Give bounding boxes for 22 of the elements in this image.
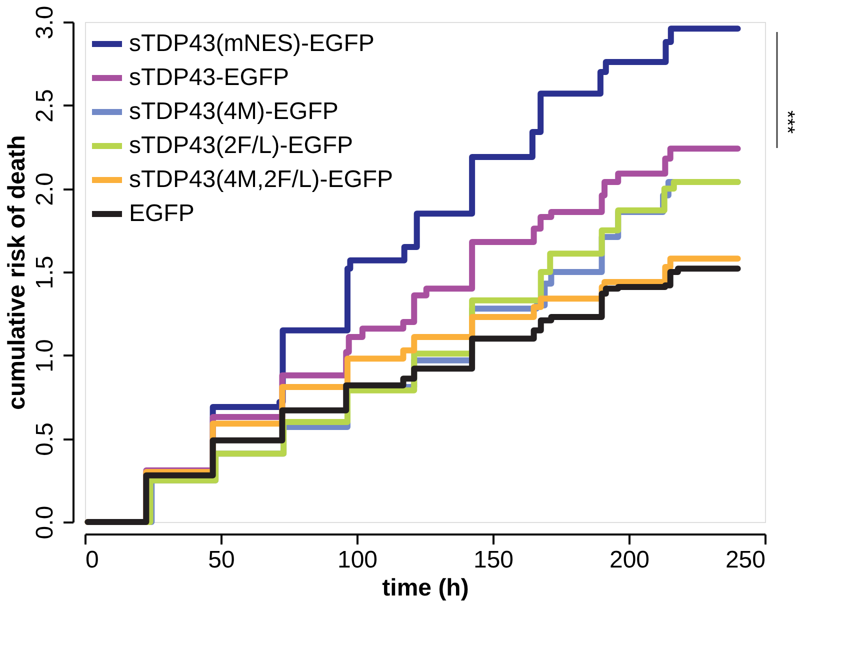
y-tick-label: 0.0 [32, 506, 58, 540]
legend-label: sTDP43-EGFP [129, 64, 290, 91]
y-tick-label: 1.0 [32, 339, 58, 373]
legend-label: sTDP43(4M,2F/L)-EGFP [129, 166, 394, 193]
legend-label: sTDP43(2F/L)-EGFP [129, 132, 354, 159]
y-tick-label: 1.5 [32, 256, 58, 290]
legend-label: sTDP43(4M)-EGFP [129, 98, 338, 125]
x-tick-label: 150 [473, 546, 514, 574]
y-axis-title: cumulative risk of death [4, 135, 30, 410]
y-tick-label: 3.0 [32, 6, 58, 40]
legend-label: sTDP43(mNES)-EGFP [129, 30, 374, 57]
x-tick-label: 200 [609, 546, 650, 574]
x-tick-label: 250 [725, 546, 766, 574]
y-tick-label: 0.5 [32, 422, 58, 456]
x-tick-label: 0 [86, 546, 99, 574]
legend-label: EGFP [129, 200, 194, 227]
text: *** [776, 110, 798, 134]
x-axis-title: time (h) [382, 574, 469, 602]
y-tick-label: 2.5 [32, 89, 58, 123]
x-tick-label: 100 [337, 546, 378, 574]
x-tick-label: 50 [208, 546, 235, 574]
y-tick-label: 2.0 [32, 172, 58, 206]
